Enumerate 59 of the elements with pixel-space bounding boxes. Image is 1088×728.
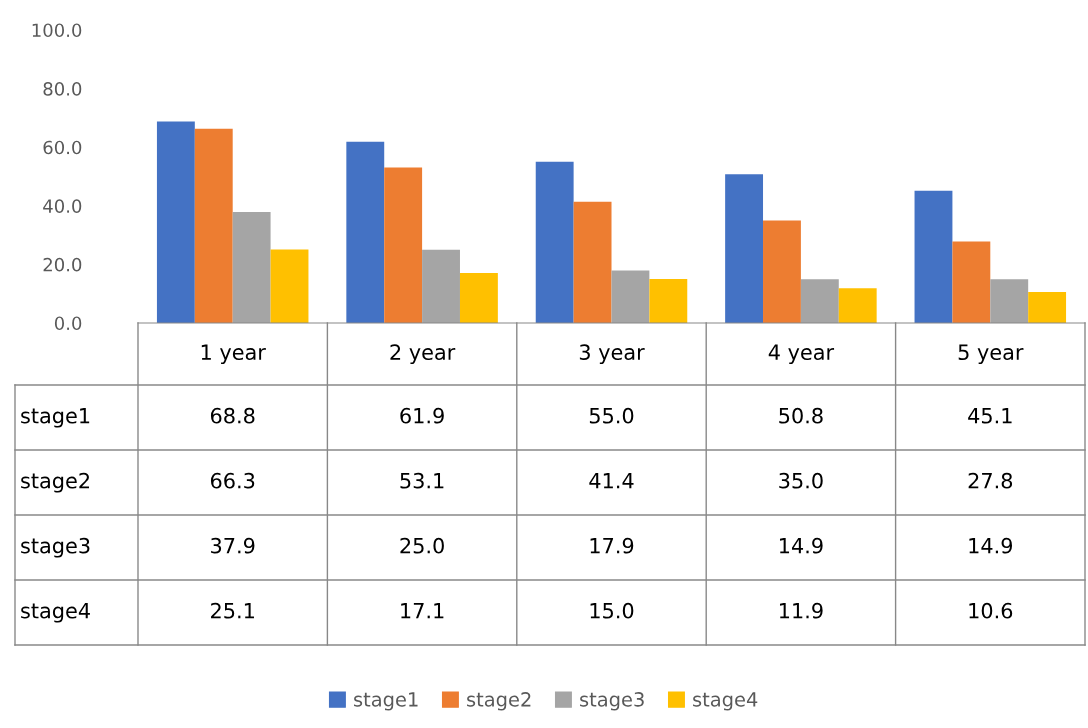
legend-label: stage3	[580, 692, 644, 711]
bar	[384, 167, 423, 323]
bar	[838, 288, 877, 323]
data-label: 66.3	[210, 472, 255, 489]
x-tick-label: 5 year	[958, 344, 1024, 365]
data-label: 17.9	[590, 537, 634, 554]
text: stage4	[21, 603, 90, 623]
bar	[194, 128, 233, 323]
bar	[535, 161, 574, 323]
x-tick-label: 1 year	[201, 344, 266, 365]
data-label: 53.1	[400, 472, 444, 489]
data-label: 61.9	[400, 407, 444, 424]
bar	[232, 211, 271, 323]
y-tick-label: 80.0	[43, 82, 82, 96]
bar	[800, 279, 839, 323]
data-label: 25.1	[211, 602, 254, 619]
bar	[952, 241, 991, 323]
data-label: 11.9	[780, 602, 823, 619]
bar	[763, 220, 801, 323]
y-tick-label: 40.0	[43, 199, 82, 213]
data-label: 41.4	[589, 473, 634, 489]
y-tick-label: 60.0	[43, 140, 82, 155]
y-tick-label: 0.0	[54, 316, 82, 331]
text: stage2	[21, 472, 89, 493]
text: stage1	[21, 408, 90, 428]
data-label: 50.8	[779, 407, 823, 424]
x-tick-label: 3 year	[579, 344, 645, 365]
data-label: 27.8	[968, 472, 1013, 489]
x-tick-label: 2 year	[390, 344, 456, 365]
bar	[346, 141, 385, 323]
bar	[459, 272, 498, 323]
bar	[1028, 291, 1067, 323]
data-label: 55.0	[589, 407, 634, 424]
bar	[156, 121, 195, 323]
bar	[914, 190, 953, 323]
legend-label: stage1	[354, 692, 418, 711]
data-label: 45.1	[968, 408, 1012, 424]
data-label: 10.6	[969, 602, 1013, 619]
data-label: 37.9	[211, 537, 255, 554]
data-label: 68.8	[210, 407, 255, 424]
x-tick-label: 4 year	[768, 344, 835, 365]
bar	[611, 270, 650, 323]
bar	[725, 174, 764, 323]
data-label: 14.9	[780, 537, 823, 554]
y-tick-label: 100.0	[32, 23, 82, 38]
data-label: 17.1	[401, 603, 444, 619]
bar	[990, 279, 1029, 323]
y-tick-label: 20.0	[43, 257, 82, 272]
data-label: 25.0	[400, 537, 444, 554]
data-label: 15.0	[590, 602, 634, 619]
bar	[422, 249, 460, 323]
bar	[573, 201, 612, 323]
data-label: 14.9	[969, 537, 1013, 554]
bar	[270, 249, 309, 323]
bar	[649, 279, 688, 323]
legend-label: stage4	[693, 692, 758, 711]
legend-label: stage2	[467, 692, 531, 711]
data-label: 35.0	[779, 472, 823, 489]
text: stage3	[21, 537, 90, 558]
